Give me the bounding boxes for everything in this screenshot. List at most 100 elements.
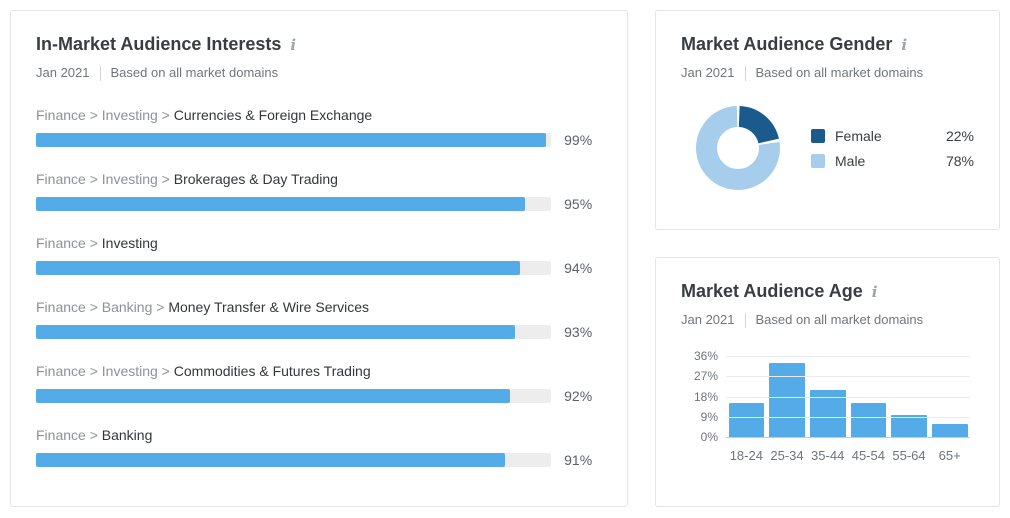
age-bar-chart: 18-24 25-34 35-44 45-54 55-64 65+ 36% 27% 18% 9%… [681,350,974,471]
info-icon[interactable]: i [901,36,908,54]
age-subhead: Jan 2021 Based on all market domains [681,312,974,328]
interest-list: Finance > Investing > Currencies & Forei… [36,106,602,468]
interest-category-path: Finance > Investing > [36,171,174,187]
age-bar-35-44[interactable] [809,389,846,437]
interest-item: Finance > Investing > Brokerages & Day T… [36,170,602,212]
interest-bar-fill [36,133,546,147]
age-panel-title: Market Audience Age i [681,280,974,303]
age-gridline [726,416,970,418]
interest-bar-value: 93% [564,324,593,340]
age-bar-45-54[interactable] [850,403,887,437]
age-bar-slot [728,356,765,437]
interest-bar-fill [36,261,521,275]
interest-bar-row: 95% [36,196,602,212]
age-panel: Market Audience Age i Jan 2021 Based on … [655,257,1000,507]
interest-name: Money Transfer & Wire Services [168,299,370,315]
interest-bar-fill [36,453,505,467]
interests-panel-title: In-Market Audience Interests i [36,33,602,56]
period-label: Jan 2021 [681,65,735,80]
interest-category-path: Finance > Investing > [36,363,174,379]
scope-label: Based on all market domains [110,65,279,80]
legend-value: 78% [945,152,974,169]
interest-bar-value: 99% [564,132,593,148]
age-x-axis-labels: 18-24 25-34 35-44 45-54 55-64 65+ [726,448,970,463]
interest-category-path: Finance > Banking > [36,299,169,315]
donut-slice-male[interactable] [696,106,780,190]
interest-bar-value: 95% [564,196,593,212]
interest-item: Finance > Investing 94% [36,234,602,276]
interest-item: Finance > Investing > Commodities & Futu… [36,362,602,404]
age-bar-25-34[interactable] [769,362,805,437]
gender-donut-chart [696,106,780,190]
age-bar-18-24[interactable] [728,403,765,437]
interests-title-text: In-Market Audience Interests [36,34,282,54]
age-bar-65+[interactable] [931,423,968,437]
age-x-label: 25-34 [770,448,804,463]
age-bar-slot [891,356,927,437]
gender-legend-item: Male 78% [811,148,974,173]
interest-label: Finance > Banking [36,426,602,444]
age-x-label: 45-54 [851,448,885,463]
interest-bar-value: 92% [564,388,593,404]
age-gridline [726,376,970,378]
gender-subhead: Jan 2021 Based on all market domains [681,65,974,81]
interest-label: Finance > Investing > Brokerages & Day T… [36,170,602,188]
interest-name: Investing [101,235,158,251]
interest-label: Finance > Investing > Currencies & Forei… [36,106,602,124]
interest-bar-track[interactable] [36,325,552,339]
interest-bar-track[interactable] [36,133,552,147]
age-bar-slot [931,356,968,437]
age-x-label: 35-44 [811,448,845,463]
interests-subhead: Jan 2021 Based on all market domains [36,65,602,81]
interest-bar-value: 91% [564,452,593,468]
info-icon[interactable]: i [871,283,878,301]
age-y-tick: 36% [693,349,718,363]
age-x-label: 65+ [938,448,961,463]
interests-panel: In-Market Audience Interests i Jan 2021 … [10,10,628,507]
age-axis-baseline [726,437,970,438]
interest-bar-row: 99% [36,132,602,148]
interest-name: Currencies & Foreign Exchange [173,107,373,123]
age-x-label: 18-24 [729,448,763,463]
interest-category-path: Finance > [36,235,102,251]
interest-name: Brokerages & Day Trading [173,171,338,187]
interest-bar-row: 92% [36,388,602,404]
legend-label: Male [835,152,866,169]
scope-label: Based on all market domains [755,65,924,80]
subhead-divider [744,65,746,81]
scope-label: Based on all market domains [755,312,924,327]
legend-value: 22% [945,127,974,144]
legend-swatch [811,128,825,143]
age-plot-area [726,356,970,437]
interest-name: Commodities & Futures Trading [173,363,371,379]
info-icon[interactable]: i [290,36,297,54]
interest-bar-row: 93% [36,324,602,340]
age-y-tick: 0% [700,430,718,444]
gender-chart-body: Female 22% Male 78% [681,103,974,193]
gender-title-text: Market Audience Gender [681,34,893,54]
interest-bar-track[interactable] [36,453,552,467]
interest-label: Finance > Investing > Commodities & Futu… [36,362,602,380]
interest-bar-track[interactable] [36,389,552,403]
interest-bar-value: 94% [564,260,593,276]
subhead-divider [744,312,746,328]
age-bar-slot [850,356,887,437]
interest-bar-track[interactable] [36,261,552,275]
subhead-divider [99,65,101,81]
age-bar-55-64[interactable] [891,414,927,437]
interest-label: Finance > Investing [36,234,602,252]
gender-panel: Market Audience Gender i Jan 2021 Based … [655,10,1000,230]
age-y-tick: 18% [693,389,718,404]
legend-label: Female [835,127,882,144]
interest-bar-fill [36,325,516,339]
age-gridline [726,396,970,398]
legend-swatch [811,153,825,168]
interest-item: Finance > Banking 91% [36,426,602,468]
interest-name: Banking [101,427,153,443]
age-title-text: Market Audience Age [681,281,863,301]
interest-bar-track[interactable] [36,197,552,211]
interest-bar-row: 91% [36,452,602,468]
interest-category-path: Finance > Investing > [36,107,174,123]
gender-panel-title: Market Audience Gender i [681,33,974,56]
age-y-tick: 27% [693,369,718,384]
